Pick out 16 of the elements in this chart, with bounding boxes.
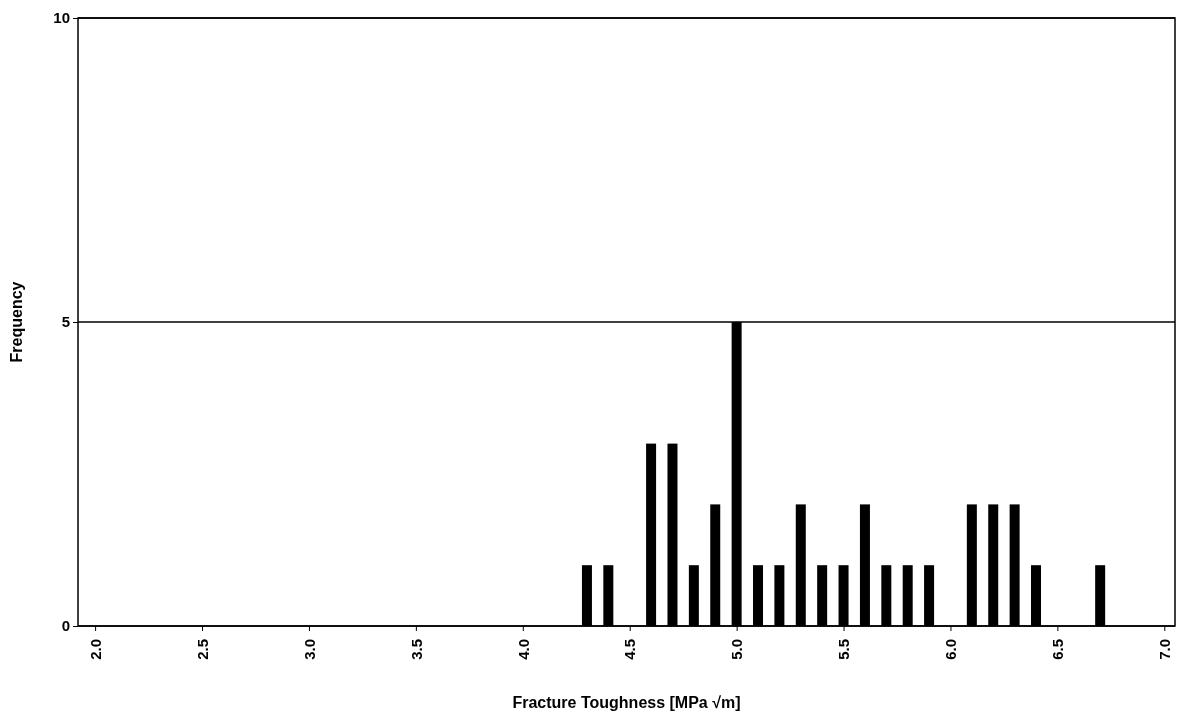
- x-tick-label: 6.0: [942, 639, 960, 660]
- x-tick-label: 5.0: [728, 639, 746, 660]
- y-tick-label: 10: [53, 9, 70, 27]
- x-tick-label: 2.0: [86, 639, 104, 660]
- x-tick-label: 4.0: [514, 639, 532, 660]
- y-axis-title: Frequency: [8, 281, 25, 363]
- x-tick-label: 3.0: [300, 639, 318, 660]
- x-tick-label: 2.5: [193, 639, 211, 660]
- x-tick-label: 6.5: [1049, 639, 1067, 660]
- y-tick-label: 0: [61, 617, 70, 635]
- x-axis-title: Fracture Toughness [MPa √m]: [512, 694, 741, 711]
- x-tick-label: 7.0: [1156, 639, 1174, 660]
- y-tick-label: 5: [61, 313, 70, 331]
- x-tick-label: 5.5: [835, 639, 853, 660]
- x-tick-label: 4.5: [621, 639, 639, 660]
- x-tick-label: 3.5: [407, 639, 425, 660]
